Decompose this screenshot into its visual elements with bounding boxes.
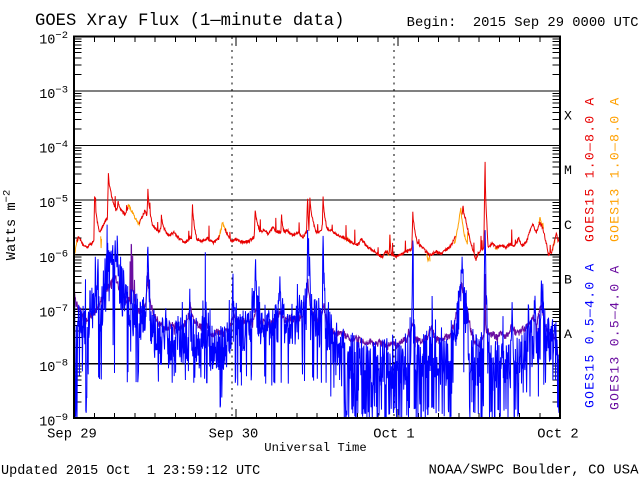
svg-text:NOAA/SWPC Boulder, CO USA: NOAA/SWPC Boulder, CO USA xyxy=(428,463,639,479)
svg-text:X: X xyxy=(564,109,572,124)
svg-text:Watts m−2: Watts m−2 xyxy=(2,190,21,261)
svg-text:Sep 29: Sep 29 xyxy=(47,428,97,443)
svg-text:A: A xyxy=(564,327,572,342)
svg-text:Begin: 2015 Sep 29 0000 UTC: Begin: 2015 Sep 29 0000 UTC xyxy=(407,15,639,31)
svg-text:GOES15 0.5—4.0 A: GOES15 0.5—4.0 A xyxy=(583,262,598,408)
svg-text:B: B xyxy=(564,272,572,287)
svg-text:C: C xyxy=(564,218,572,233)
svg-text:GOES15 1.0—8.0 A: GOES15 1.0—8.0 A xyxy=(583,96,598,242)
svg-text:M: M xyxy=(564,163,572,178)
svg-text:GOES Xray Flux (1—minute data): GOES Xray Flux (1—minute data) xyxy=(35,12,344,31)
svg-text:Oct 1: Oct 1 xyxy=(373,428,414,443)
svg-text:Oct 2: Oct 2 xyxy=(537,428,578,443)
svg-text:GOES13 0.5—4.0 A: GOES13 0.5—4.0 A xyxy=(608,264,623,410)
svg-text:Universal Time: Universal Time xyxy=(264,441,366,455)
svg-text:GOES13 1.0—8.0 A: GOES13 1.0—8.0 A xyxy=(608,96,623,242)
svg-text:Sep 30: Sep 30 xyxy=(209,428,259,443)
svg-text:Updated 2015 Oct 1 23:59:12 U: Updated 2015 Oct 1 23:59:12 UTC xyxy=(1,464,260,479)
